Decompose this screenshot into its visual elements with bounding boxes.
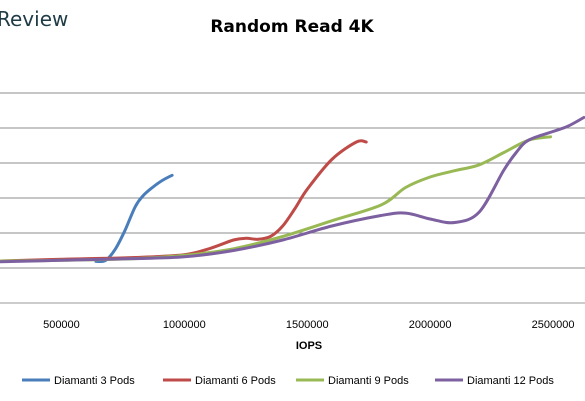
gridlines	[0, 92, 585, 304]
legend: Diamanti 3 Pods Diamanti 6 Pods Diamanti 9…	[22, 375, 554, 387]
legend-label: Diamanti 9 Pods	[328, 375, 409, 387]
legend-label: Diamanti 12 Pods	[467, 375, 554, 387]
x-tick-label: 1500000	[286, 319, 329, 331]
series-line-1	[94, 173, 174, 264]
series-line-4	[0, 116, 585, 264]
x-tick-label: 500000	[43, 319, 80, 331]
chart-title: Random Read 4K	[210, 17, 374, 37]
plot-area	[0, 116, 585, 264]
series-line-2	[0, 139, 368, 263]
x-axis-label: IOPS	[296, 340, 322, 352]
brand-logo-text: Review	[0, 7, 68, 31]
legend-label: Diamanti 6 Pods	[195, 375, 276, 387]
x-axis-ticks: 500000 1000000 1500000 2000000 2500000	[43, 319, 574, 331]
x-tick-label: 2000000	[409, 319, 452, 331]
x-tick-label: 1000000	[163, 319, 206, 331]
x-tick-label: 2500000	[532, 319, 575, 331]
legend-label: Diamanti 3 Pods	[54, 375, 135, 387]
